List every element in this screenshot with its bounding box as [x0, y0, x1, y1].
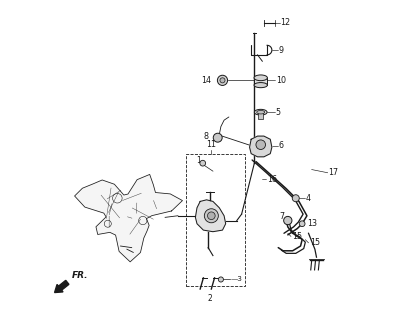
- Text: 11: 11: [206, 140, 216, 149]
- Text: 13: 13: [307, 219, 317, 228]
- Circle shape: [200, 160, 206, 166]
- Ellipse shape: [254, 75, 268, 81]
- Text: 5: 5: [276, 108, 281, 117]
- Text: 1: 1: [196, 156, 201, 165]
- Polygon shape: [195, 200, 226, 232]
- Circle shape: [220, 78, 225, 83]
- Text: 2: 2: [207, 294, 212, 303]
- Bar: [258, 112, 263, 119]
- Text: 15: 15: [293, 232, 303, 241]
- Text: 10: 10: [276, 76, 286, 85]
- FancyArrow shape: [55, 280, 69, 292]
- Text: 9: 9: [279, 45, 284, 55]
- Text: FR.: FR.: [72, 271, 88, 280]
- Text: 8: 8: [203, 132, 208, 141]
- Text: 12: 12: [281, 19, 291, 28]
- Text: 7: 7: [279, 212, 284, 221]
- Ellipse shape: [257, 110, 265, 114]
- Circle shape: [213, 133, 222, 142]
- Bar: [254, 78, 268, 85]
- Text: 17: 17: [329, 168, 339, 177]
- Polygon shape: [74, 174, 182, 262]
- Circle shape: [208, 212, 215, 220]
- Text: 4: 4: [306, 194, 311, 203]
- Polygon shape: [249, 136, 272, 157]
- Text: 15: 15: [310, 238, 320, 247]
- Circle shape: [299, 221, 305, 227]
- Text: —3: —3: [231, 276, 243, 283]
- Circle shape: [218, 277, 223, 282]
- Circle shape: [256, 140, 266, 149]
- Ellipse shape: [255, 109, 267, 115]
- Circle shape: [292, 195, 299, 202]
- Ellipse shape: [254, 83, 268, 88]
- Circle shape: [217, 75, 228, 85]
- Text: 16: 16: [267, 175, 277, 184]
- Text: 14: 14: [201, 76, 211, 85]
- Text: 6: 6: [279, 141, 284, 150]
- Circle shape: [204, 209, 218, 223]
- Bar: [186, 154, 245, 286]
- Circle shape: [284, 216, 292, 225]
